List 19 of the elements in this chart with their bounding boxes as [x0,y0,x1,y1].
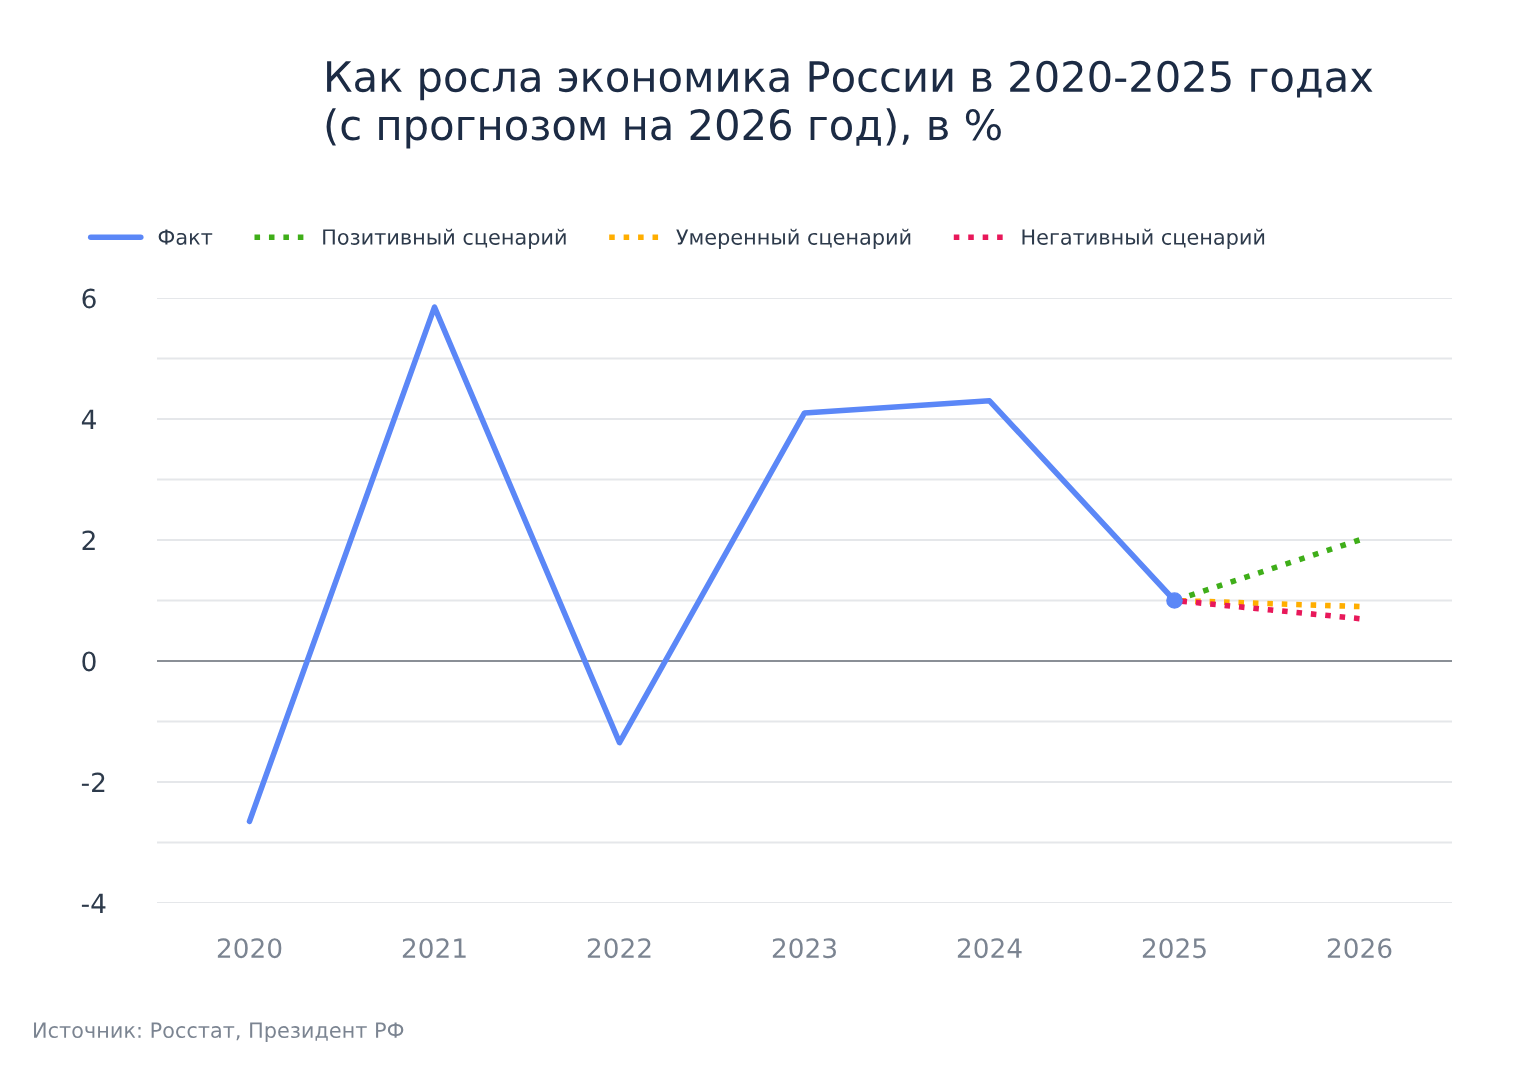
x-tick-label: 2026 [1327,938,1392,959]
y-tick-label: -2 [81,772,105,793]
x-tick-label: 2021 [402,938,466,959]
x-tick-label: 2023 [772,938,836,959]
x-tick-label: 2020 [217,938,282,959]
legend-label: Факт [158,229,213,245]
y-tick-label: 0 [82,651,96,672]
legend-label: Негативный сценарий [1022,228,1265,249]
text: Источник: Росстат, Президент РФ [34,1022,404,1043]
y-tick-label: 4 [81,409,96,430]
chart-title: Как росла экономика России в 2020-2025 годах (с прогнозом на 2026 год), в % [326,60,1373,149]
legend-label: Умеренный сценарий [676,228,911,249]
x-tick-label: 2024 [957,938,1022,959]
y-tick-label: -4 [81,893,106,914]
y-tick-label: 2 [82,530,95,551]
y-tick-label: 6 [82,288,96,309]
x-tick-label: 2022 [587,938,651,959]
x-tick-label: 2025 [1142,938,1206,959]
legend-label: Позитивный сценарий [323,228,566,249]
